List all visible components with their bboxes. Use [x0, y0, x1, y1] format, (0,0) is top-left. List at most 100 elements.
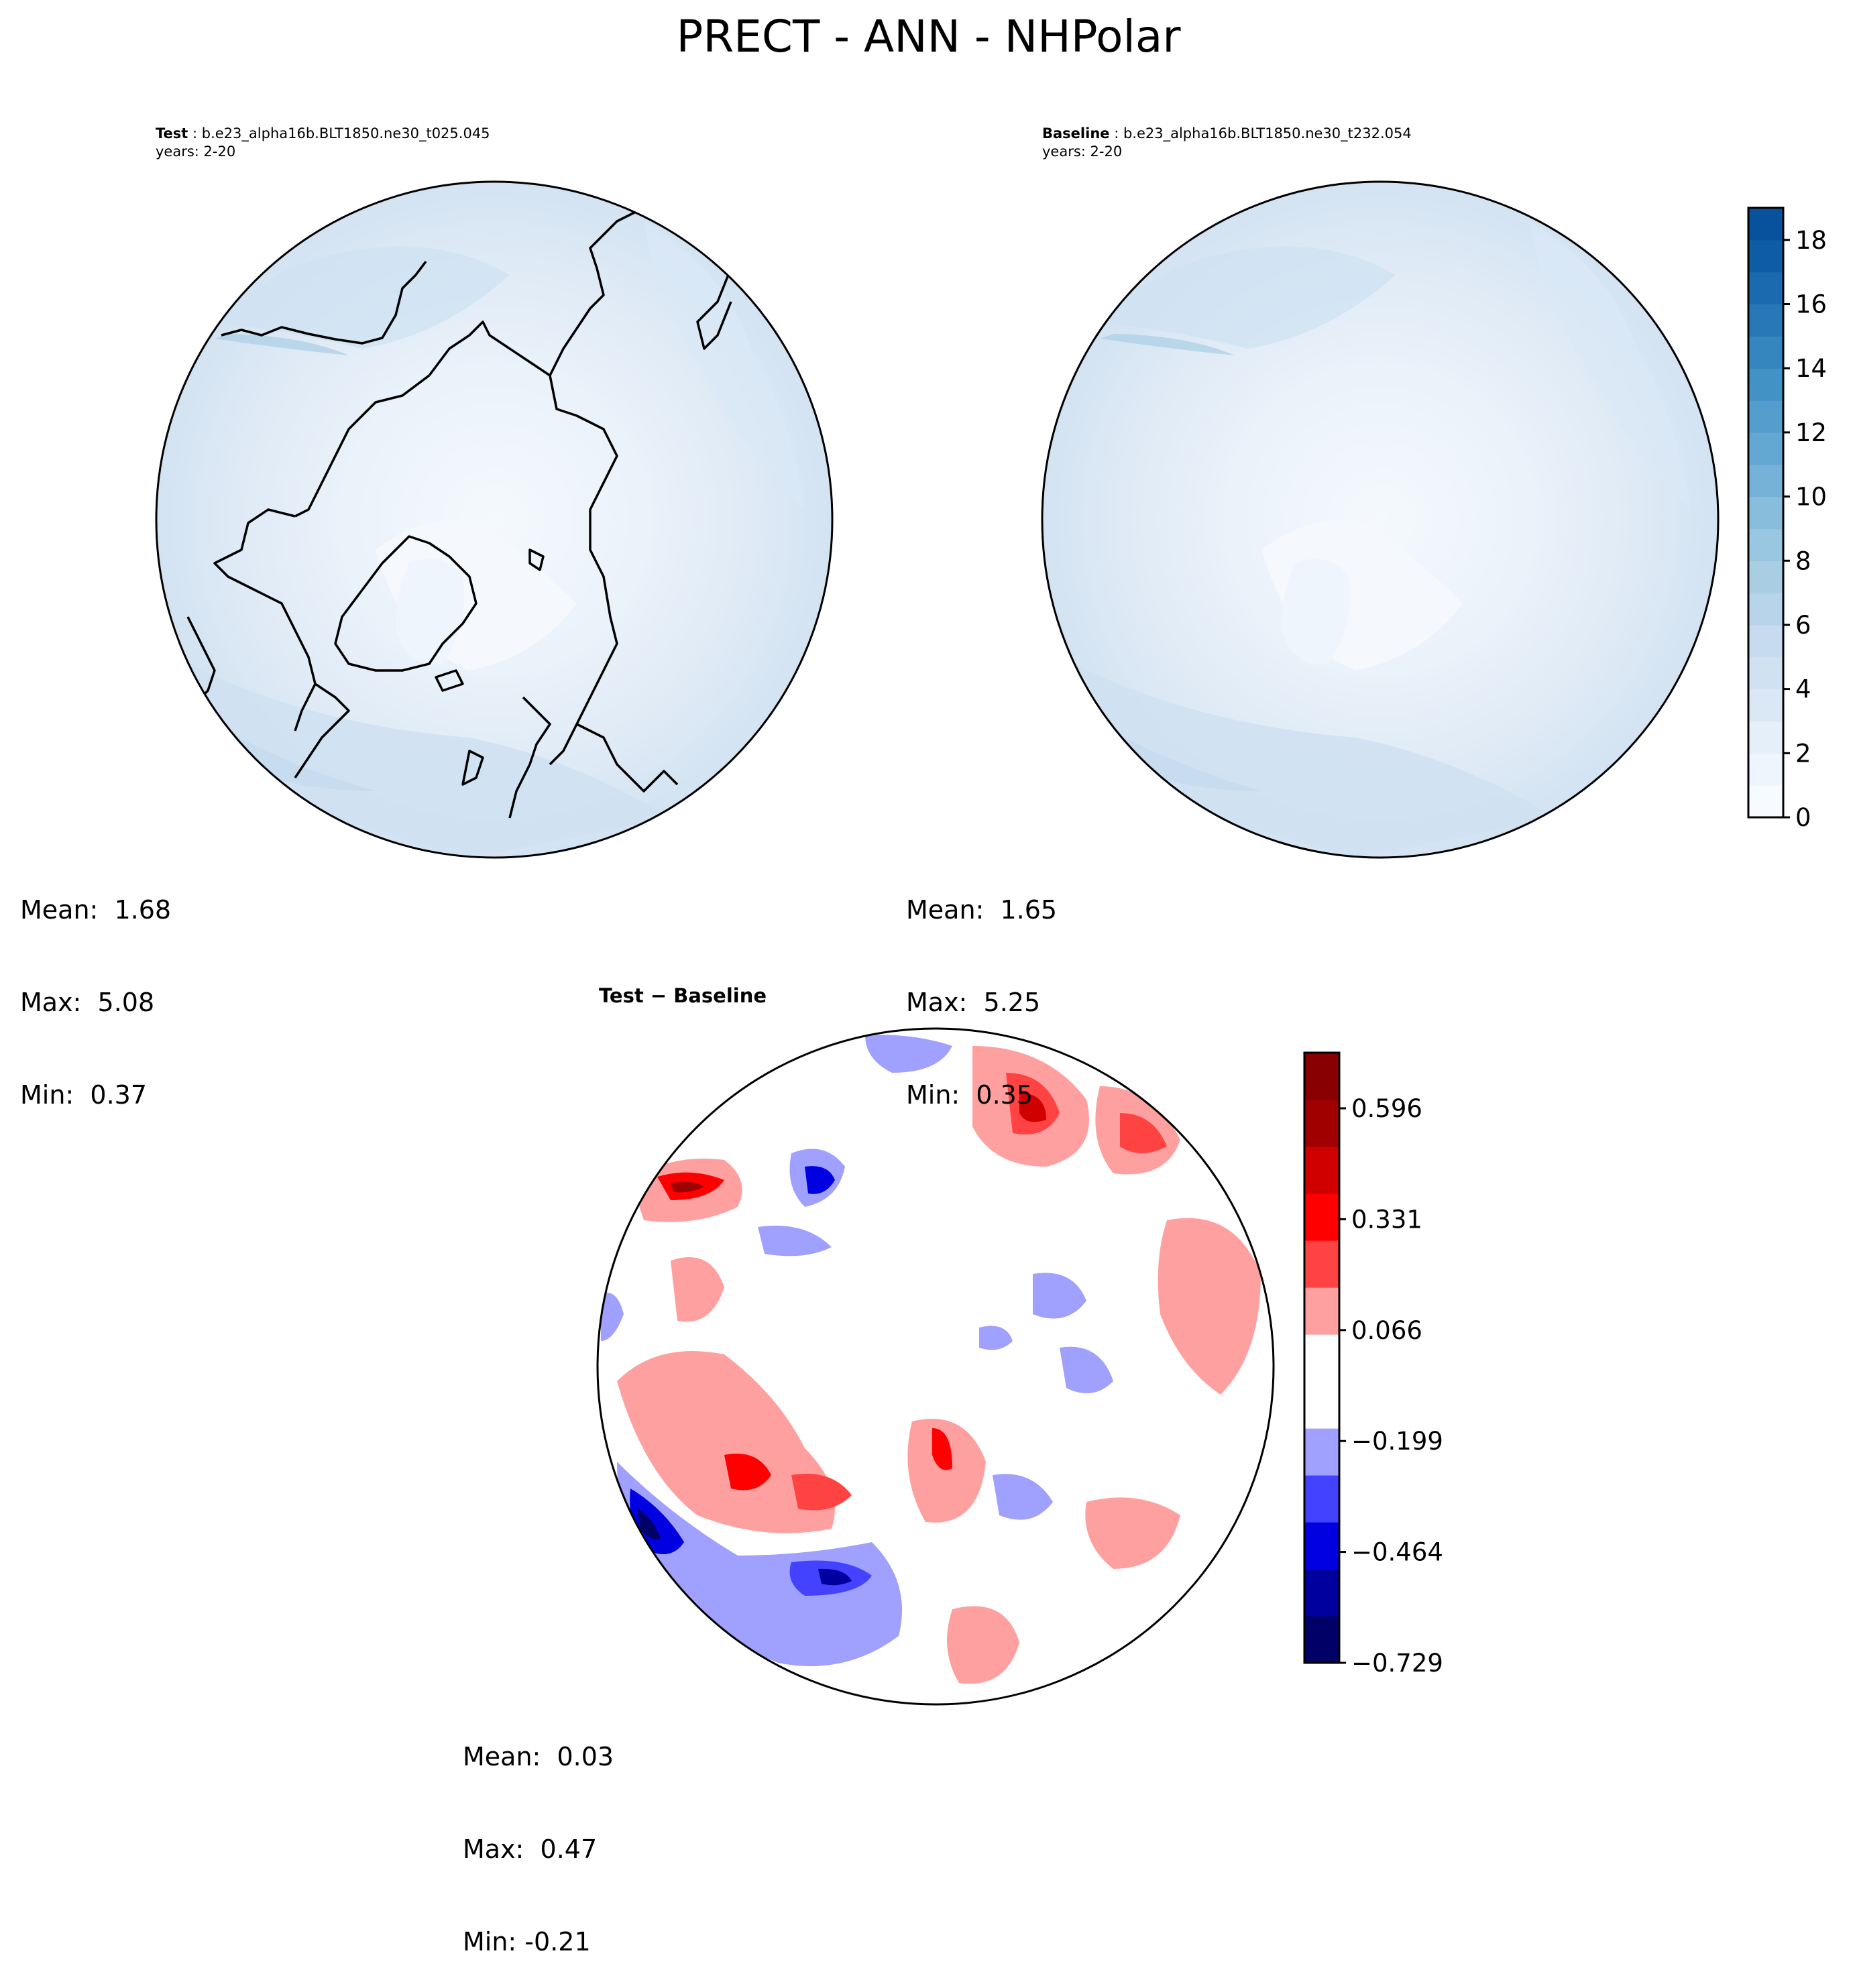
test-map — [156, 182, 832, 858]
precip-colorbar-level-16 — [1748, 272, 1783, 305]
test-field-pacific — [644, 221, 805, 510]
precip-colorbar-tick-label: 12 — [1795, 418, 1827, 447]
difference-colorbar-tick-label: 0.066 — [1351, 1316, 1422, 1345]
difference-stat-max: Max: 0.47 — [463, 1834, 598, 1864]
difference-colorbar-level-7 — [1304, 1287, 1339, 1335]
difference-colorbar-level-2 — [1304, 1522, 1339, 1570]
precip-colorbar-tick-label: 6 — [1795, 611, 1811, 640]
precip-colorbar-level-18 — [1748, 208, 1783, 241]
difference-colorbar-level-0 — [1304, 1616, 1339, 1663]
precip-colorbar-tick-label: 14 — [1795, 354, 1827, 383]
precip-colorbar-level-7 — [1748, 561, 1783, 593]
diff-anomaly-neg-1-core — [805, 1166, 835, 1194]
difference-stat-min: Min: -0.21 — [463, 1927, 591, 1956]
difference-stats: Mean: 0.03 Max: 0.47 Min: -0.21 — [463, 1680, 614, 1988]
test-coast-hudson — [294, 683, 350, 778]
diff-anomaly-neg-7 — [1060, 1346, 1113, 1393]
precip-colorbar-tick-label: 10 — [1795, 483, 1827, 512]
test-coast-mediterranean — [576, 723, 679, 793]
precip-colorbar-tick-label: 0 — [1795, 803, 1811, 832]
diff-anomaly-pos-10 — [671, 1257, 724, 1322]
precip-colorbar-level-10 — [1748, 464, 1783, 498]
difference-colorbar-tick-label: −0.464 — [1351, 1538, 1443, 1567]
baseline-stat-min: Min: 0.35 — [906, 1080, 1033, 1110]
baseline-stats: Mean: 1.65 Max: 5.25 Min: 0.35 — [906, 833, 1057, 1141]
baseline-map-boundary — [1041, 180, 1720, 859]
test-coast-north-america-arctic — [428, 320, 618, 766]
test-coast-iceland — [435, 669, 464, 692]
precip-colorbar-tick-label: 18 — [1795, 226, 1827, 255]
test-coast-greenland — [334, 535, 477, 672]
diff-anomaly-neg-5-core — [818, 1568, 852, 1586]
difference-colorbar-level-6 — [1304, 1334, 1339, 1382]
precip-colorbar-tick-label: 16 — [1795, 290, 1827, 319]
baseline-field-band-south — [1042, 657, 1557, 858]
diff-anomaly-neg-8 — [993, 1474, 1053, 1520]
test-field-band-south — [156, 657, 671, 858]
precip-colorbar-tick-label: 4 — [1795, 675, 1811, 704]
diff-anomaly-pos-5 — [791, 1474, 852, 1511]
diff-anomaly-pos-9 — [947, 1606, 1019, 1684]
diff-anomaly-pos-7 — [1158, 1218, 1261, 1395]
test-coastlines — [186, 200, 732, 819]
diff-anomaly-neg-10 — [979, 1326, 1013, 1350]
test-case-name: b.e23_alpha16b.BLT1850.ne30_t025.045 — [201, 125, 490, 141]
diff-anomaly-pos-2-peak — [1019, 1093, 1046, 1122]
difference-stat-mean: Mean: 0.03 — [463, 1742, 614, 1771]
difference-colorbar-tick-label: 0.596 — [1351, 1094, 1422, 1123]
diff-anomaly-pos-3-core — [1120, 1113, 1167, 1153]
precip-colorbar-level-2 — [1748, 721, 1783, 754]
difference-colorbar-level-5 — [1304, 1381, 1339, 1429]
test-coast-britain — [461, 750, 484, 786]
baseline-stat-mean: Mean: 1.65 — [906, 895, 1058, 925]
difference-colorbar-level-11 — [1304, 1100, 1339, 1147]
difference-colorbar-level-9 — [1304, 1193, 1339, 1241]
difference-colorbar-tick-label: 0.331 — [1351, 1205, 1422, 1234]
baseline-field-pacific — [1530, 221, 1691, 510]
test-field-band-north — [201, 246, 510, 349]
precip-colorbar-level-14 — [1748, 336, 1783, 369]
baseline-map — [1042, 182, 1718, 858]
test-stat-min: Min: 0.37 — [20, 1080, 147, 1110]
difference-map-boundary — [596, 1027, 1275, 1706]
test-years: years: 2-20 — [156, 143, 236, 160]
test-label: Test — [156, 125, 188, 141]
precip-colorbar-frame — [1747, 207, 1785, 819]
difference-colorbar-level-10 — [1304, 1147, 1339, 1194]
diff-anomaly-neg-2 — [865, 1035, 952, 1073]
test-coast-siberia-pacific — [221, 260, 427, 345]
difference-panel-title: Test − Baseline — [599, 984, 767, 1007]
precip-colorbar-level-0 — [1748, 785, 1783, 818]
difference-colorbar: 0.596 0.331 0.066 −0.199 −0.464 −0.729 — [1303, 1051, 1443, 1678]
difference-colorbar-level-3 — [1304, 1475, 1339, 1523]
precip-colorbar-level-6 — [1748, 593, 1783, 626]
test-stat-mean: Mean: 1.68 — [20, 895, 172, 925]
diff-anomaly-neg-4 — [617, 1462, 902, 1666]
precip-colorbar-tick-label: 2 — [1795, 739, 1811, 768]
baseline-label: Baseline — [1042, 125, 1110, 141]
diff-anomaly-pos-4 — [617, 1351, 835, 1533]
diff-anomaly-neg-3 — [758, 1226, 832, 1256]
baseline-years: years: 2-20 — [1042, 143, 1123, 160]
baseline-field-greenland — [1282, 559, 1350, 665]
precip-colorbar-level-12 — [1748, 400, 1783, 433]
difference-colorbar-tick-label: −0.199 — [1351, 1427, 1443, 1456]
precip-colorbar-level-13 — [1748, 368, 1783, 401]
difference-colorbar-level-4 — [1304, 1428, 1339, 1476]
baseline-field-band-north — [1087, 246, 1396, 349]
precip-colorbar-level-15 — [1748, 304, 1783, 337]
test-coast-scandinavia — [213, 508, 317, 732]
precip-colorbar-tick-label: 8 — [1795, 546, 1811, 575]
precip-colorbar-level-8 — [1748, 528, 1783, 561]
diff-anomaly-pos-4-core — [724, 1454, 771, 1490]
difference-colorbar-level-8 — [1304, 1240, 1339, 1288]
test-coast-alaska — [549, 200, 658, 376]
test-stats: Mean: 1.68 Max: 5.08 Min: 0.37 — [20, 833, 171, 1141]
difference-colorbar-level-1 — [1304, 1569, 1339, 1617]
test-coast-europe — [508, 696, 551, 819]
difference-colorbar-level-12 — [1304, 1053, 1339, 1100]
diff-anomaly-pos-6-core — [932, 1428, 952, 1470]
test-panel-title: Test : b.e23_alpha16b.BLT1850.ne30_t025.… — [156, 125, 490, 160]
precip-colorbar-level-11 — [1748, 432, 1783, 465]
test-field-storm-track — [215, 334, 349, 355]
